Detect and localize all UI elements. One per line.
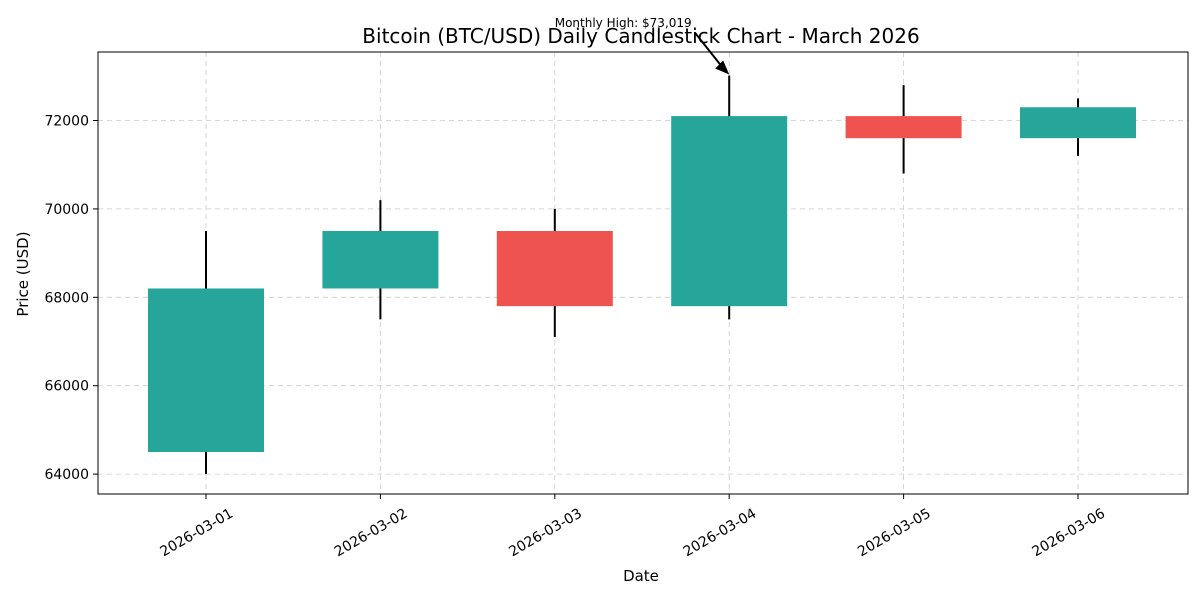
y-tick-label: 72000 bbox=[44, 114, 89, 130]
x-tick-label: 2026-03-06 bbox=[1030, 506, 1109, 561]
candle-2026-03-04 bbox=[671, 75, 788, 320]
y-tick-label: 68000 bbox=[44, 290, 89, 306]
y-tick-label: 70000 bbox=[44, 202, 89, 218]
annotations: Monthly High: $73,019 bbox=[555, 16, 730, 75]
x-tick-label: 2026-03-02 bbox=[332, 506, 410, 561]
candle-2026-03-02 bbox=[322, 200, 439, 320]
candle-body bbox=[322, 231, 439, 289]
x-axis-label: Date bbox=[623, 567, 659, 585]
candle-body bbox=[496, 231, 613, 307]
candle-2026-03-01 bbox=[148, 231, 264, 475]
candle-body bbox=[845, 116, 962, 139]
candle-body bbox=[671, 116, 788, 307]
annotation-arrow-shaft bbox=[694, 32, 725, 71]
x-tick-label: 2026-03-05 bbox=[855, 506, 933, 561]
candle-body bbox=[148, 288, 264, 453]
candle-2026-03-06 bbox=[1020, 98, 1136, 156]
x-tick-label: 2026-03-04 bbox=[681, 506, 760, 561]
x-tick-label: 2026-03-01 bbox=[158, 506, 236, 561]
y-tick-label: 64000 bbox=[44, 467, 89, 483]
y-tick-label: 66000 bbox=[44, 379, 89, 395]
x-tick-label: 2026-03-03 bbox=[506, 506, 584, 561]
candles bbox=[148, 75, 1136, 475]
annotation-label: Monthly High: $73,019 bbox=[555, 16, 692, 30]
candle-body bbox=[1020, 107, 1136, 139]
candle-2026-03-05 bbox=[845, 85, 962, 174]
plot-frame bbox=[97, 51, 1189, 495]
annotation-arrow-head bbox=[715, 60, 730, 75]
candle-2026-03-03 bbox=[496, 208, 613, 338]
y-axis-label: Price (USD) bbox=[14, 231, 32, 316]
chart-title: Bitcoin (BTC/USD) Daily Candlestick Char… bbox=[362, 24, 919, 48]
